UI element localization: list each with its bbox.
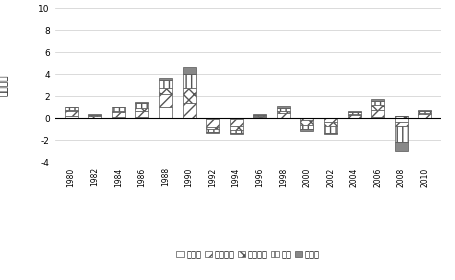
Bar (277, 111, 290, 113)
Bar (88, 115, 101, 116)
Bar (348, 112, 360, 114)
Bar (230, 118, 243, 119)
Bar (206, 132, 219, 133)
Bar (182, 88, 196, 103)
Bar (277, 108, 290, 111)
Bar (136, 117, 148, 118)
Bar (348, 111, 360, 112)
Bar (206, 129, 219, 132)
Bar (65, 108, 78, 110)
Bar (206, 118, 219, 119)
Bar (112, 111, 125, 112)
Bar (182, 67, 196, 74)
Bar (136, 102, 148, 103)
Bar (371, 101, 384, 105)
Bar (418, 110, 431, 111)
Bar (230, 126, 243, 130)
Bar (65, 116, 78, 118)
Bar (159, 80, 172, 88)
Bar (348, 115, 360, 118)
Bar (277, 113, 290, 118)
Bar (348, 114, 360, 115)
Bar (112, 108, 125, 111)
Bar (277, 106, 290, 108)
Bar (65, 107, 78, 108)
Bar (230, 119, 243, 126)
Bar (300, 129, 313, 131)
Bar (395, 118, 408, 122)
Bar (371, 117, 384, 118)
Bar (418, 113, 431, 114)
Bar (418, 111, 431, 113)
Bar (324, 118, 337, 122)
Bar (159, 108, 172, 118)
Bar (206, 127, 219, 129)
Bar (159, 88, 172, 94)
Bar (371, 99, 384, 101)
Bar (88, 116, 101, 118)
Bar (159, 94, 172, 108)
Bar (300, 125, 313, 129)
Bar (371, 109, 384, 117)
Bar (112, 107, 125, 108)
Bar (371, 105, 384, 109)
Bar (112, 112, 125, 117)
Bar (65, 110, 78, 111)
Bar (136, 108, 148, 111)
Bar (136, 103, 148, 108)
Bar (253, 115, 266, 116)
Bar (182, 103, 196, 118)
Bar (300, 120, 313, 125)
Bar (65, 111, 78, 116)
Bar (88, 114, 101, 115)
Bar (300, 118, 313, 120)
Bar (253, 116, 266, 118)
Bar (395, 122, 408, 125)
Bar (206, 119, 219, 127)
Bar (136, 111, 148, 117)
Bar (159, 78, 172, 80)
Text: （兆円）: （兆円） (0, 75, 9, 96)
Bar (253, 114, 266, 115)
Bar (182, 74, 196, 88)
Bar (112, 117, 125, 118)
Bar (395, 116, 408, 118)
Bar (230, 133, 243, 134)
Bar (324, 126, 337, 133)
Bar (324, 122, 337, 126)
Bar (395, 142, 408, 151)
Bar (324, 133, 337, 134)
Legend: 現頲金, 売上債権, 有価証券, 在庫, その他: 現頲金, 売上債権, 有価証券, 在庫, その他 (173, 247, 323, 262)
Bar (418, 114, 431, 118)
Bar (395, 125, 408, 142)
Bar (230, 130, 243, 133)
